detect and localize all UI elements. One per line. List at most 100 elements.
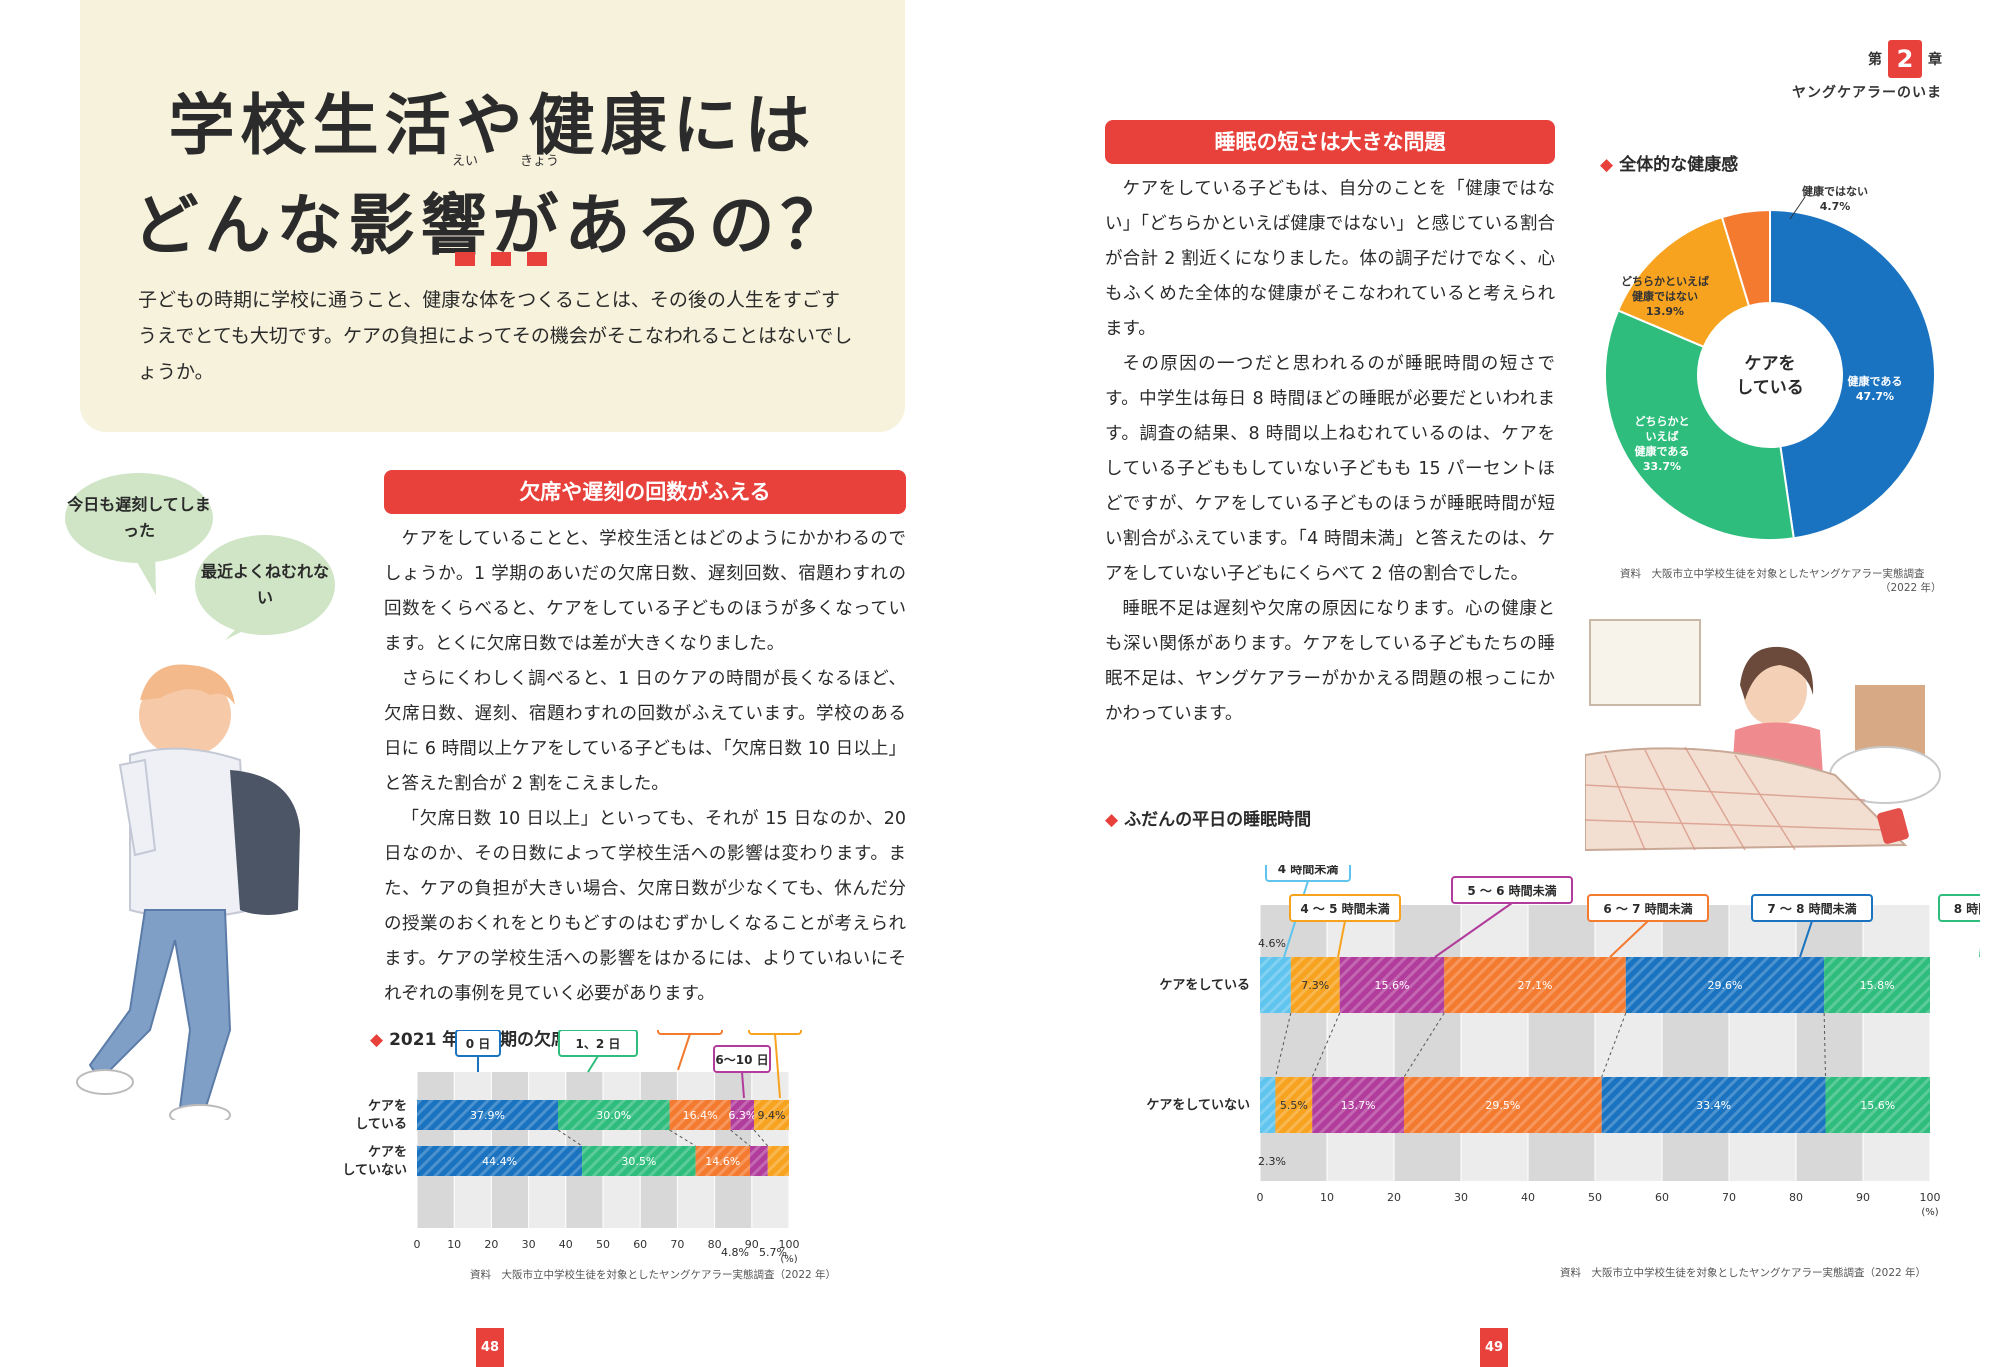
chapter-suffix: 章	[1928, 52, 1942, 68]
connector-line	[669, 1129, 696, 1147]
title-box: 学校生活や健康には どんな影響があるの？ えい きょう 子どもの時期に学校に通う…	[80, 0, 905, 432]
legend-callout-label: 5 〜 6 時間未満	[1467, 883, 1556, 898]
data-label: 4.6%	[1258, 937, 1286, 950]
paragraph: ケアをしている子どもは、自分のことを「健康ではない」「どちらかといえば健康ではな…	[1105, 179, 1555, 339]
bar-hatch	[1404, 1077, 1602, 1133]
page-number-48: 48	[476, 1328, 504, 1367]
category-label: している	[355, 1117, 407, 1132]
x-tick-label: 20	[484, 1238, 498, 1251]
pie-source: 資料 大阪市立中学校生徒を対象としたヤングケアラー実態調査	[1620, 568, 1925, 580]
grid-band	[1394, 905, 1461, 1181]
grid-band	[1662, 905, 1729, 1181]
title-ruby-ei: えい	[452, 154, 479, 169]
slice-label: 健康ではない	[1632, 289, 1698, 303]
legend-callout-box	[1938, 894, 1980, 922]
legend-callout-pointer	[774, 1033, 781, 1099]
data-label: 27.1%	[1518, 979, 1553, 992]
data-label: 15.6%	[1375, 979, 1410, 992]
x-tick-label: 10	[447, 1238, 461, 1251]
legend-callout-label: 0 日	[466, 1037, 491, 1051]
x-tick-label: 40	[1521, 1191, 1535, 1204]
donut-slice	[1604, 309, 1795, 541]
title-decoration	[455, 252, 547, 266]
slice-label: 健康ではない	[1802, 184, 1868, 198]
x-tick-label: 80	[708, 1238, 722, 1251]
slice-label: どちらかと	[1635, 415, 1690, 428]
bar-hatch	[582, 1146, 696, 1176]
bar-hatch	[1625, 957, 1825, 1013]
bar-hatch	[1260, 1077, 1276, 1133]
x-tick-label: 40	[559, 1238, 573, 1251]
right-body-text: ケアをしている子どもは、自分のことを「健康ではない」「どちらかといえば健康ではな…	[1105, 172, 1555, 732]
bar-hatch	[1312, 1077, 1405, 1133]
data-label: 14.6%	[705, 1155, 740, 1168]
data-label: 9.4%	[758, 1109, 786, 1122]
legend-callout-pointer	[587, 1055, 599, 1073]
sleep-chart-title: ◆ ふだんの平日の睡眠時間	[1105, 810, 1312, 830]
connector-line	[730, 1129, 751, 1147]
data-label: 29.5%	[1485, 1099, 1520, 1112]
legend-callout-label: 1、2 日	[576, 1037, 621, 1051]
donut-slice	[1720, 208, 1771, 308]
legend-callout-pointer	[1434, 902, 1513, 958]
data-label: 16.4%	[683, 1109, 718, 1122]
legend-callout-pointer	[677, 1033, 691, 1071]
x-tick-label: 100	[779, 1238, 800, 1251]
slice-pointer	[1789, 196, 1806, 220]
x-tick-label: 80	[1789, 1191, 1803, 1204]
legend-callout-pointer	[741, 1071, 745, 1099]
speech-bubble-sleep: 最近よくねむれない	[195, 535, 335, 635]
grid-band	[1260, 905, 1327, 1181]
data-label: 13.7%	[1341, 1099, 1376, 1112]
bar-hatch	[1339, 957, 1445, 1013]
bar-hatch	[1290, 957, 1340, 1013]
legend-callout-label: 4 〜 5 時間未満	[1300, 901, 1389, 916]
grid-band	[1528, 905, 1595, 1181]
left-page: 学校生活や健康には どんな影響があるの？ えい きょう 子どもの時期に学校に通う…	[65, 0, 906, 1367]
x-unit-label: (%)	[780, 1254, 797, 1265]
connector-line	[1823, 1012, 1826, 1078]
bar-hatch	[1601, 1077, 1826, 1133]
bar-hatch	[557, 1100, 670, 1130]
bar-hatch	[1825, 1077, 1930, 1133]
bar-hatch	[749, 1146, 768, 1176]
page-title-line-1: 学校生活や健康には	[168, 87, 817, 164]
bar-hatch	[1260, 957, 1291, 1013]
donut-hole	[1699, 304, 1841, 446]
x-tick-label: 20	[1387, 1191, 1401, 1204]
data-label: 15.8%	[1860, 979, 1895, 992]
x-tick-label: 90	[1856, 1191, 1870, 1204]
x-tick-label: 30	[522, 1238, 536, 1251]
paragraph: ケアをしていることと、学校生活とはどのようにかかわるのでしょうか。1 学期のあい…	[384, 529, 906, 654]
left-body-text: ケアをしていることと、学校生活とはどのようにかかわるのでしょうか。1 学期のあい…	[384, 522, 906, 1012]
x-tick-label: 60	[633, 1238, 647, 1251]
category-label: ケアを	[368, 1099, 407, 1114]
donut-center-label: ケアを	[1745, 354, 1796, 374]
section-heading-absence: 欠席や遅刻の回数がふえる	[384, 470, 906, 514]
x-tick-label: 100	[1920, 1191, 1941, 1204]
x-tick-label: 10	[1320, 1191, 1334, 1204]
data-label: 29.6%	[1708, 979, 1743, 992]
donut-slice	[1616, 215, 1751, 349]
x-unit-label: (%)	[1921, 1207, 1938, 1218]
legend-callout-pointer	[1609, 920, 1649, 958]
lead-paragraph: 子どもの時期に学校に通うこと、健康な体をつくることは、その後の人生をすごすうえで…	[138, 289, 853, 383]
bar-hatch	[1824, 957, 1930, 1013]
slice-label: 4.7%	[1820, 200, 1851, 213]
boy-illustration	[76, 550, 300, 1120]
x-tick-label: 60	[1655, 1191, 1669, 1204]
x-tick-label: 70	[670, 1238, 684, 1251]
x-tick-label: 0	[414, 1238, 421, 1251]
bar-hatch	[417, 1146, 583, 1176]
sleepy-girl-illustration	[1585, 619, 1941, 852]
chapter-prefix: 第	[1868, 52, 1882, 68]
paragraph: 睡眠不足は遅刻や欠席の原因になります。心の健康とも深い関係があります。ケアをして…	[1105, 599, 1555, 724]
grid-band	[1796, 905, 1863, 1181]
connector-line	[1274, 1012, 1292, 1078]
category-label: ケアをしている	[1159, 978, 1250, 993]
connector-line	[1403, 1012, 1445, 1078]
chapter-subtitle: ヤングケアラーのいま	[1792, 85, 1942, 101]
